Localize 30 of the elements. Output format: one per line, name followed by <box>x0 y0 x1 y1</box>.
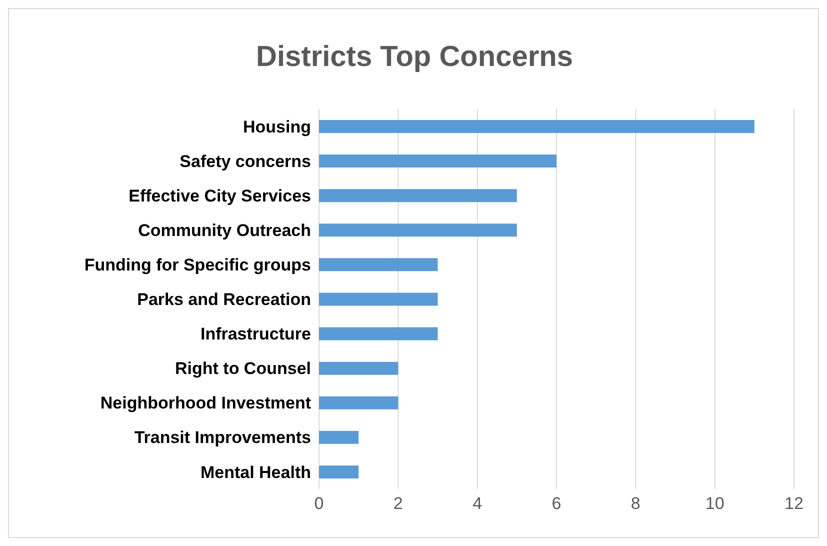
y-tick-label: Parks and Recreation <box>137 290 311 310</box>
bar <box>319 362 398 375</box>
x-tick-label: 2 <box>393 494 403 514</box>
y-tick-label: Funding for Specific groups <box>84 255 311 274</box>
chart-title: Districts Top Concerns <box>255 41 574 74</box>
bar <box>319 154 556 168</box>
y-tick-label: Mental Health <box>200 462 311 482</box>
y-tick-label: Neighborhood Investment <box>100 394 312 413</box>
y-tick-label: Transit Improvements <box>134 428 311 448</box>
y-tick-label: Right to Counsel <box>175 359 311 378</box>
bar <box>319 224 517 237</box>
x-tick-label: 0 <box>314 494 324 514</box>
bar <box>319 396 398 410</box>
x-tick-label: 12 <box>784 494 804 514</box>
bar <box>319 189 517 202</box>
bar <box>319 430 359 444</box>
bar <box>319 120 754 133</box>
x-tick-label: 4 <box>472 494 482 514</box>
x-tick-label: 6 <box>552 494 562 514</box>
y-tick-label: Housing <box>243 117 311 136</box>
x-tick-label: 10 <box>705 494 724 514</box>
y-tick-label: Community Outreach <box>138 220 311 240</box>
bar <box>319 327 438 340</box>
y-tick-label: Infrastructure <box>200 324 311 344</box>
x-tick-label: 8 <box>630 494 640 514</box>
bar <box>319 292 438 306</box>
bar <box>319 258 438 272</box>
bar <box>319 465 359 478</box>
y-tick-label: Effective City Services <box>128 186 311 206</box>
y-tick-label: Safety concerns <box>180 152 311 171</box>
